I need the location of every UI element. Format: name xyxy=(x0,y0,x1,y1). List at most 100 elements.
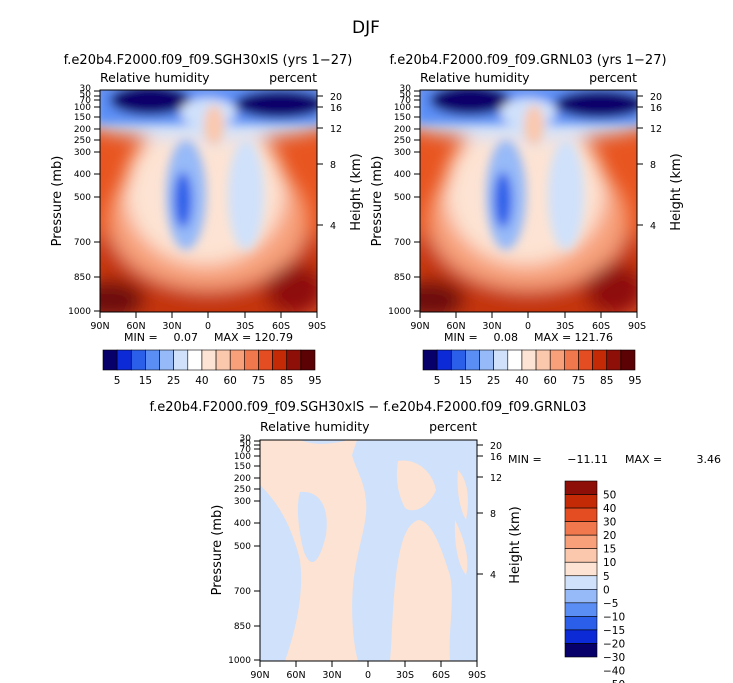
height-tick-label: 8 xyxy=(650,160,656,171)
height-tick-label: 16 xyxy=(650,103,662,114)
colorbar-swatch xyxy=(159,349,174,371)
y-tick-label: 850 xyxy=(74,273,91,283)
colorbar-swatch xyxy=(592,349,608,371)
colorbar-label: 15 xyxy=(459,375,472,387)
y-tick-label: 50 xyxy=(80,90,92,100)
x-tick-label: 90S xyxy=(468,670,486,681)
colorbar-label: 5 xyxy=(434,375,441,387)
colorbar-label: 5 xyxy=(114,375,121,387)
colorbar-label: 15 xyxy=(139,375,152,387)
x-tick-label: 30N xyxy=(482,321,501,332)
y-tick-label: 700 xyxy=(394,238,411,248)
panel-3-min-value: −11.11 xyxy=(567,453,608,466)
colorbar-swatch xyxy=(606,349,622,371)
panel-2: f.e20b4.F2000.f09_f09.GRNL03 (yrs 1−27) … xyxy=(370,53,684,387)
panel-2-ylabel-right: Height (km) xyxy=(669,153,684,230)
colorbar-swatch xyxy=(564,589,598,604)
y-tick-label: 700 xyxy=(234,587,251,597)
y-tick-label: 200 xyxy=(74,125,91,135)
panel-2-min-label: MIN = xyxy=(444,331,478,344)
panel-3-units-label: percent xyxy=(429,419,477,434)
y-tick-label: 100 xyxy=(74,103,91,113)
panel-2-max-value: 121.76 xyxy=(575,331,614,344)
x-tick-label: 90S xyxy=(308,321,326,332)
y-tick-label: 300 xyxy=(74,148,91,158)
colorbar-swatch xyxy=(564,629,598,644)
colorbar-swatch xyxy=(549,349,565,371)
colorbar-swatch xyxy=(145,349,160,371)
colorbar-swatch xyxy=(564,602,598,617)
panel-1: f.e20b4.F2000.f09_f09.SGH30xlS (yrs 1−27… xyxy=(50,53,364,387)
colorbar-label: 95 xyxy=(628,375,641,387)
colorbar-swatch xyxy=(564,575,598,590)
panel-3-min-label: MIN = xyxy=(508,453,542,466)
colorbar-swatch xyxy=(564,494,598,509)
panel-1-plot-area xyxy=(100,90,317,312)
y-tick-label: 250 xyxy=(394,136,411,146)
x-tick-label: 60N xyxy=(446,321,465,332)
colorbar-swatch xyxy=(300,349,316,371)
colorbar-swatch xyxy=(465,349,480,371)
colorbar-swatch xyxy=(564,480,598,495)
x-tick-label: 60S xyxy=(272,321,290,332)
colorbar-label: −20 xyxy=(603,638,625,650)
panel-1-ylabel: Pressure (mb) xyxy=(50,156,65,247)
y-tick-label: 500 xyxy=(394,193,411,203)
panel-1-y-ticks: 1000 850 700 500 400 300 250 200 150 100… xyxy=(68,84,100,317)
colorbar-label: 95 xyxy=(308,375,321,387)
panel-2-units-label: percent xyxy=(589,70,637,85)
colorbar-label: −50 xyxy=(603,679,625,683)
y-tick-label: 250 xyxy=(234,485,251,495)
y-tick-label: 300 xyxy=(234,497,251,507)
colorbar-label: 5 xyxy=(603,571,610,583)
panel-1-title: f.e20b4.F2000.f09_f09.SGH30xlS (yrs 1−27… xyxy=(64,53,353,68)
x-tick-label: 30S xyxy=(236,321,254,332)
panel-1-max-value: 120.79 xyxy=(255,331,294,344)
colorbar-label: 30 xyxy=(603,517,616,529)
x-tick-label: 0 xyxy=(205,321,211,332)
y-tick-label: 250 xyxy=(74,136,91,146)
height-tick-label: 8 xyxy=(330,160,336,171)
colorbar-label: 50 xyxy=(603,490,616,502)
y-tick-label: 150 xyxy=(234,462,251,472)
colorbar-swatch xyxy=(564,561,598,577)
x-tick-label: 30S xyxy=(556,321,574,332)
y-tick-label: 400 xyxy=(74,170,91,180)
x-tick-label: 60S xyxy=(592,321,610,332)
panel-2-ylabel: Pressure (mb) xyxy=(370,156,385,247)
height-tick-label: 20 xyxy=(650,92,662,103)
colorbar-swatch xyxy=(201,349,217,371)
colorbar-swatch xyxy=(521,349,537,371)
panel-1-height-ticks: 4 8 12 16 20 xyxy=(317,92,342,232)
panel-2-y-ticks: 1000 850 700 500 400 300 250 200 150 100… xyxy=(388,84,420,317)
colorbar-label: 85 xyxy=(600,375,613,387)
colorbar-swatch xyxy=(564,349,579,371)
panel-3-variable-label: Relative humidity xyxy=(260,419,370,434)
y-tick-label: 70 xyxy=(80,96,92,106)
x-tick-label: 60N xyxy=(286,670,305,681)
panel-2-x-ticks: 90N 60N 30N 0 30S 60S 90S xyxy=(410,312,646,332)
y-tick-label: 70 xyxy=(400,96,412,106)
colorbar-label: 25 xyxy=(487,375,500,387)
panel-1-max-label: MAX = xyxy=(214,331,251,344)
panel-1-min-label: MIN = xyxy=(124,331,158,344)
panel-1-units-label: percent xyxy=(269,70,317,85)
x-tick-label: 90N xyxy=(410,321,429,332)
colorbar-swatch xyxy=(116,349,132,371)
panel-3-title: f.e20b4.F2000.f09_f09.SGH30xlS − f.e20b4… xyxy=(149,400,586,415)
y-tick-label: 100 xyxy=(234,452,251,462)
colorbar-label: −5 xyxy=(603,598,618,610)
colorbar-swatch xyxy=(620,349,636,371)
colorbar-swatch xyxy=(578,349,593,371)
panel-1-colorbar: 5 15 25 40 60 75 85 95 xyxy=(102,349,322,387)
colorbar-swatch xyxy=(564,507,598,522)
height-tick-label: 20 xyxy=(490,441,502,452)
colorbar-swatch xyxy=(215,349,231,371)
panel-1-x-ticks: 90N 60N 30N 0 30S 60S 90S xyxy=(90,312,326,332)
y-tick-label: 30 xyxy=(80,84,92,94)
panel-2-variable-label: Relative humidity xyxy=(420,70,530,85)
colorbar-label: 40 xyxy=(603,503,616,515)
x-tick-label: 0 xyxy=(525,321,531,332)
height-tick-label: 4 xyxy=(490,570,496,581)
